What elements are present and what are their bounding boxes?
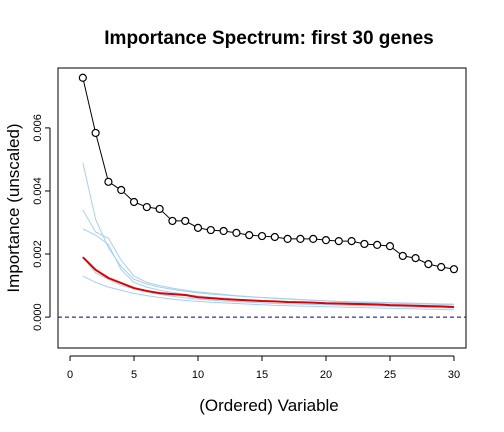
point	[78, 73, 87, 82]
point	[193, 223, 203, 232]
point	[257, 231, 267, 241]
x-axis-title: (Ordered) Variable	[199, 396, 339, 415]
y-tick-label: 0.004	[32, 177, 44, 205]
point	[296, 234, 305, 244]
y-axis-title: Importance (unscaled)	[4, 123, 23, 292]
point	[411, 254, 420, 263]
point	[270, 232, 279, 242]
point	[129, 197, 139, 207]
series-line	[82, 77, 455, 270]
series-line	[82, 228, 454, 308]
y-tick-label: 0.000	[32, 303, 44, 331]
series-line	[82, 256, 455, 309]
point	[104, 177, 113, 186]
point	[117, 185, 126, 195]
point	[206, 225, 215, 235]
x-tick-label: 30	[448, 369, 460, 381]
point	[398, 251, 407, 261]
plot-frame	[57, 67, 467, 349]
y-tick-label: 0.002	[32, 240, 44, 268]
point	[232, 228, 241, 238]
series-line	[82, 275, 454, 311]
y-tick-label: 0.006	[32, 114, 44, 142]
point	[283, 234, 292, 244]
x-tick-label: 20	[320, 369, 332, 381]
x-tick-label: 10	[192, 369, 204, 381]
x-tick-label: 0	[67, 369, 73, 381]
x-tick-label: 25	[384, 369, 396, 381]
point	[385, 242, 395, 251]
series-line	[82, 209, 454, 306]
series-line	[82, 162, 454, 305]
point	[245, 231, 254, 240]
point	[347, 237, 356, 246]
point	[449, 265, 459, 274]
point	[334, 237, 343, 246]
point	[142, 202, 151, 212]
point	[321, 236, 331, 245]
point	[309, 234, 318, 244]
point	[360, 239, 369, 249]
point	[181, 216, 190, 226]
point	[219, 226, 228, 236]
point	[437, 262, 446, 272]
point	[91, 128, 100, 138]
point	[155, 204, 164, 214]
point	[424, 260, 433, 269]
x-tick-label: 15	[256, 369, 268, 381]
x-tick-label: 5	[131, 369, 137, 381]
chart-title: Importance Spectrum: first 30 genes	[104, 28, 433, 49]
point	[168, 216, 177, 226]
point	[373, 240, 382, 249]
